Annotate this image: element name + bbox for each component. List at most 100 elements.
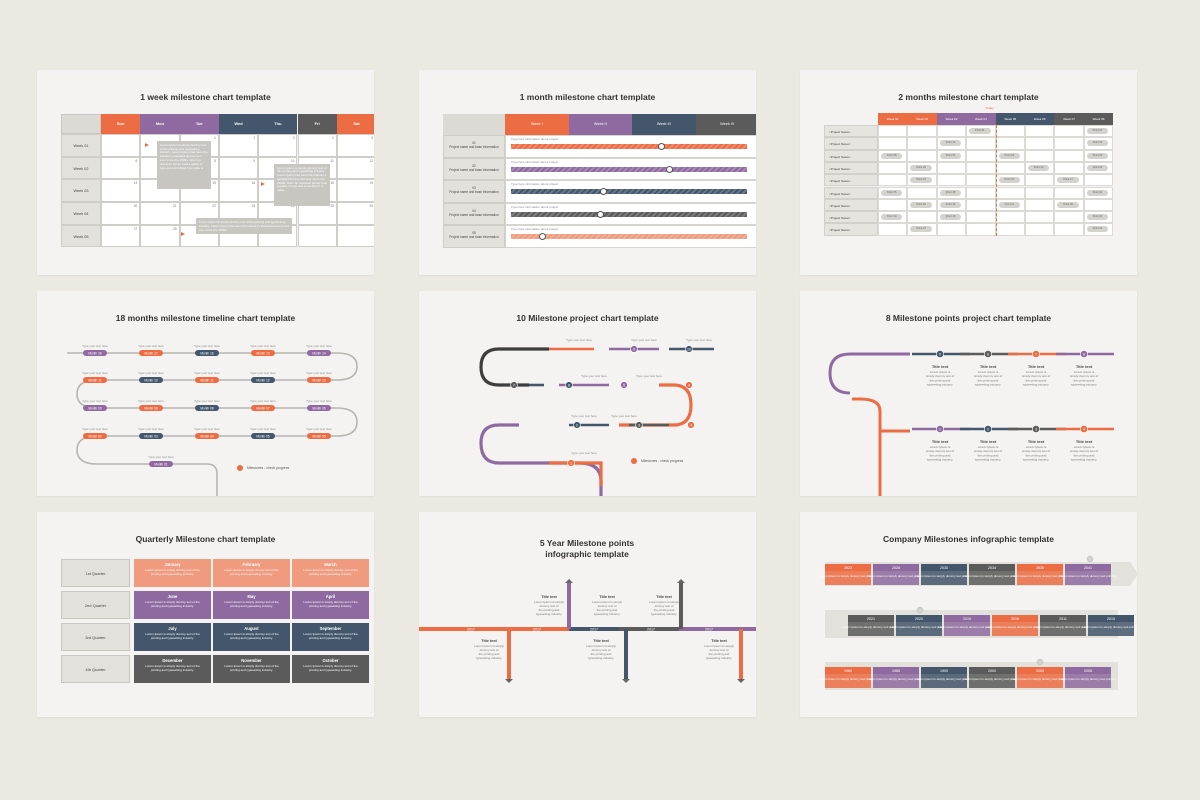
milestone-number: 5	[939, 352, 941, 356]
year-body: Lorem Ipsum is simply dummy text printin…	[1059, 574, 1117, 578]
arrow-head	[622, 679, 630, 683]
item-title: Title text	[980, 439, 997, 444]
grid-cell	[936, 223, 967, 236]
grid-cell	[878, 174, 908, 187]
month-label: Month 11	[88, 378, 101, 382]
week-label: Week 05	[61, 224, 101, 248]
slide-2-months-milestone[interactable]: 2 months milestone chart template Today W…	[800, 70, 1137, 275]
item-body: typesetting industry.	[927, 383, 954, 387]
grid-cell	[907, 125, 937, 138]
year-label: 2017	[647, 627, 655, 631]
type-text: Type your text here	[82, 344, 108, 348]
project-label: <Project Name>	[824, 149, 878, 162]
check-icon	[658, 143, 666, 150]
year-label: 2016	[1011, 617, 1019, 621]
points-grid: Today Week 01 Week 02 Week 03 Week 04 Week 05…	[824, 106, 1137, 251]
month-label: Month 09	[144, 406, 158, 410]
day-cell: 3	[258, 134, 298, 157]
slide-10-milestone-project[interactable]: 10 Milestone project chart template 7 8 5 4…	[419, 291, 756, 496]
year-body-box	[848, 622, 894, 636]
point-badge: Point 26	[1086, 164, 1109, 171]
month-card: January Lorem Ipsum is simply dummy text …	[134, 559, 211, 587]
month-label: Month 02	[88, 434, 102, 438]
year-box	[825, 667, 871, 674]
month-name: August	[244, 626, 259, 631]
grid-cell	[1025, 149, 1055, 162]
type-text: Type your text here	[194, 344, 220, 348]
type-text: Type your text here	[250, 371, 276, 375]
row-label: 03 Project name and base information	[443, 180, 505, 203]
type-text: Type your text here	[82, 427, 108, 431]
quarter-label: 2nd Quarter	[61, 591, 130, 619]
month-name: November	[241, 658, 262, 663]
point-badge: Point 11	[998, 201, 1020, 208]
point-badge: Point 03	[998, 152, 1020, 159]
month-pill	[251, 405, 275, 411]
item-body: typesetting industry.	[594, 612, 621, 616]
year-box	[992, 615, 1038, 622]
item-body: Lorem Ipsum is	[930, 370, 951, 374]
month-body: Lorem Ipsum is simply dummy text of the …	[224, 600, 279, 608]
year-label: 2034	[988, 566, 996, 570]
type-text: Type your text here	[250, 427, 276, 431]
grid-cell	[966, 211, 996, 224]
year-box	[921, 667, 967, 674]
progress-bar	[511, 144, 748, 149]
item-body: typesetting industry.	[706, 656, 733, 660]
year-body: Lorem Ipsum is simply dummy text printin…	[1082, 625, 1137, 629]
grid-cell	[907, 149, 937, 162]
type-text: Type your text here	[306, 344, 332, 348]
slide-5-year-milestone[interactable]: 5 Year Milestone points infographic temp…	[419, 512, 756, 717]
year-body-box	[1065, 674, 1111, 688]
year-label: 2020	[915, 617, 923, 621]
slide-8-milestone-points[interactable]: 8 Milestone points project chart templat…	[800, 291, 1137, 496]
day-cell: 20	[101, 202, 141, 225]
slide-quarterly-milestone[interactable]: Quarterly Milestone chart template 1st Q…	[37, 512, 374, 717]
year-body: Lorem Ipsum is simply dummy text printin…	[963, 574, 1021, 578]
grid-cell	[966, 198, 996, 212]
year-label: 2019	[963, 617, 971, 621]
year-body: Lorem Ipsum is simply dummy text printin…	[1034, 625, 1092, 629]
row-info: Type here information about project	[511, 227, 559, 232]
month-body: Lorem Ipsum is simply dummy text of the …	[224, 664, 279, 672]
item-body: the printing and	[1074, 378, 1095, 382]
grid-cell	[995, 211, 1025, 224]
item-title: Title text	[1028, 364, 1045, 369]
week-header: Week 02	[907, 113, 937, 125]
month-label: Month 09	[88, 406, 102, 410]
item-title: Title text	[656, 595, 672, 599]
grid-cell	[966, 186, 996, 199]
month-body: Lorem Ipsum is simply dummy text of the …	[145, 664, 200, 672]
year-box	[1065, 667, 1111, 674]
slide-1-week-milestone[interactable]: 1 week milestone chart template Sun Mon Tu…	[37, 70, 374, 275]
item-body: Lorem Ipsum is simply	[534, 600, 564, 604]
item-body: the printing and	[930, 378, 951, 382]
year-body: Lorem Ipsum is simply dummy text printin…	[819, 574, 877, 578]
type-text: Type your text here	[566, 338, 592, 342]
month-name: January	[164, 562, 181, 567]
point-badge: Point 19	[939, 214, 962, 221]
month-pill	[251, 377, 275, 383]
milestone-node	[984, 425, 992, 433]
month-label: Month 04	[200, 434, 214, 438]
year-body-box	[873, 674, 919, 688]
year-body-box	[992, 622, 1038, 636]
year-label: 1980	[844, 669, 852, 673]
slide-18-months-timeline[interactable]: 18 months milestone timeline chart templ…	[37, 291, 374, 496]
marker-icon	[1086, 555, 1094, 563]
year-label: 2015	[1107, 617, 1115, 621]
month-card: April Lorem Ipsum is simply dummy text of…	[292, 591, 369, 619]
today-flag: Today	[985, 106, 994, 110]
milestone-node	[567, 459, 575, 467]
slide-company-milestones[interactable]: Company Milestones infographic template …	[800, 512, 1137, 717]
item-title: Title text	[541, 595, 557, 599]
flag-icon	[145, 143, 149, 148]
year-body-box	[825, 674, 871, 688]
year-label: 2011	[1059, 617, 1067, 621]
month-name: July	[168, 626, 177, 631]
type-text: Type your text here	[636, 374, 662, 378]
slide-title: 8 Milestone points project chart templat…	[885, 313, 1052, 323]
item-body: typesetting industry.	[975, 458, 1002, 462]
type-text: Type your text here	[138, 371, 164, 375]
